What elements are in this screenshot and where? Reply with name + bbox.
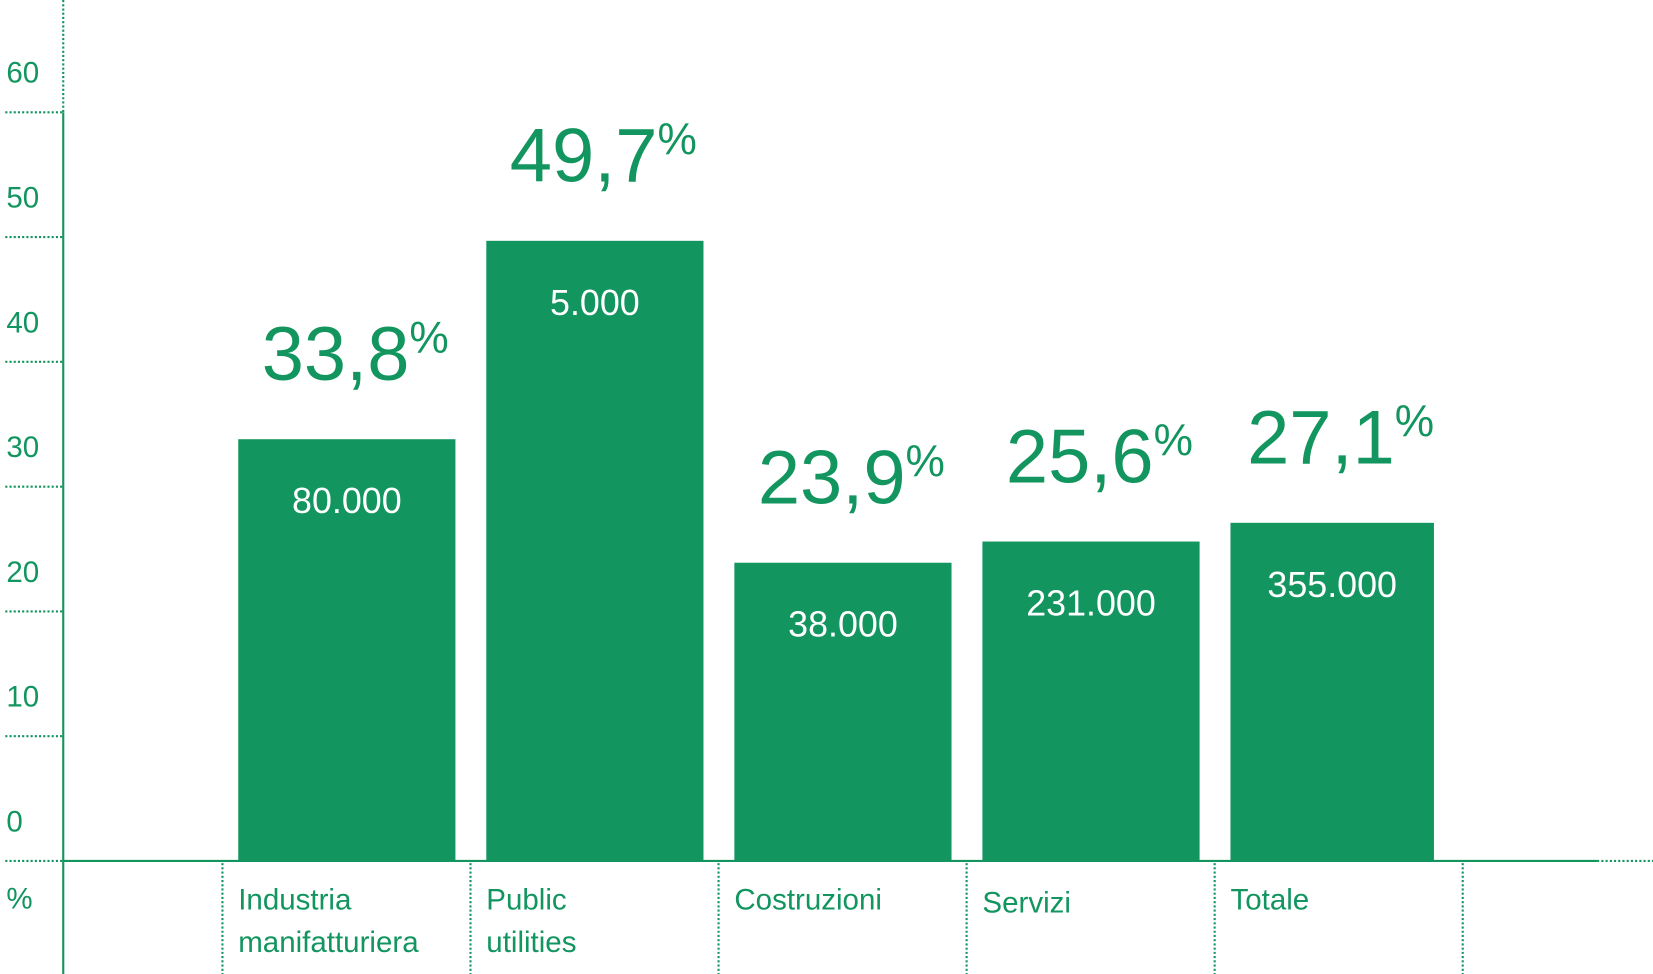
y-tick-label: 30 (6, 431, 39, 464)
bar (734, 562, 952, 861)
y-tick-label: 0 (6, 805, 22, 838)
y-tick-label: 60 (6, 57, 39, 90)
inner-label: 5.000 (550, 283, 640, 323)
x-tick-label: Totale (1230, 884, 1309, 917)
inner-label: 80.000 (292, 481, 402, 521)
x-tick-label: Public (486, 884, 566, 917)
value-label: 27,1% (1247, 396, 1434, 481)
x-tick-label: Servizi (982, 887, 1071, 920)
bar (1230, 522, 1434, 861)
x-tick-label: Industria (238, 884, 352, 917)
y-axis-label: % (6, 882, 32, 915)
x-tick-label: Costruzioni (734, 884, 882, 917)
inner-label: 38.000 (788, 605, 898, 645)
y-tick-label: 40 (6, 306, 39, 339)
value-label: 23,9% (758, 436, 945, 521)
bar (982, 541, 1200, 861)
y-tick-label: 20 (6, 556, 39, 589)
x-tick-label: manifatturiera (238, 926, 419, 959)
inner-label: 231.000 (1026, 583, 1156, 623)
inner-label: 355.000 (1267, 565, 1397, 605)
value-label: 25,6% (1006, 414, 1193, 499)
value-label: 33,8% (262, 312, 449, 397)
value-label: 49,7% (510, 114, 697, 199)
x-tick-label: utilities (486, 926, 576, 959)
y-tick-label: 10 (6, 681, 39, 714)
y-tick-label: 50 (6, 181, 39, 214)
bar (486, 240, 704, 861)
bar (238, 439, 456, 861)
